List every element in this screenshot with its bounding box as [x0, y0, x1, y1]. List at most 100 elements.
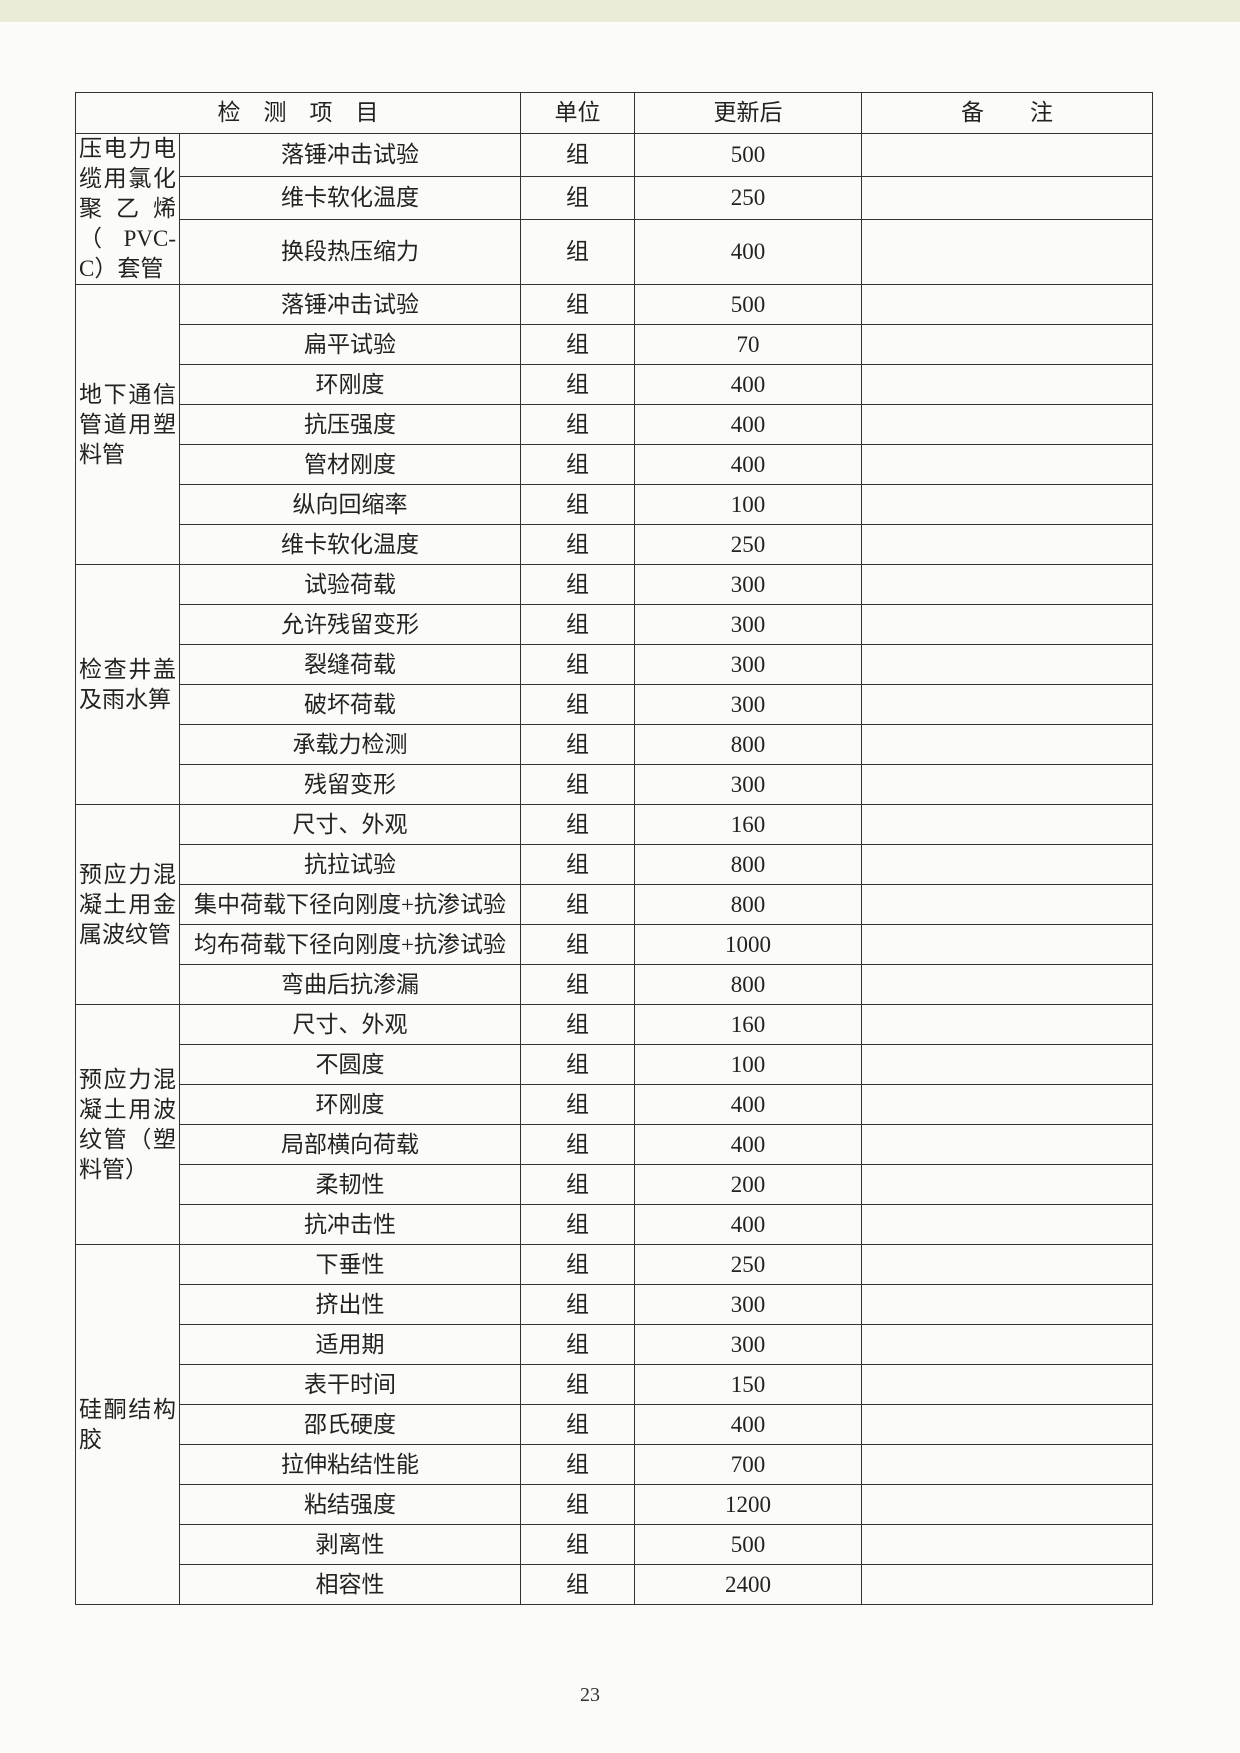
value-cell: 400 [634, 404, 862, 445]
table-row: 局部横向荷载组 400 [76, 1124, 1153, 1165]
value-cell: 400 [634, 1124, 862, 1165]
value-cell: 400 [634, 1084, 862, 1125]
value-cell: 100 [634, 1044, 862, 1085]
table-row: 剥离性组 500 [76, 1524, 1153, 1565]
remark-cell [861, 1124, 1153, 1165]
page-number: 23 [580, 1684, 600, 1706]
table-row: 压电力电缆用氯化聚乙烯（PVC-C）套管 落锤冲击试验组 500 [75, 133, 1153, 285]
unit-cell: 组 [520, 564, 635, 605]
item-cell: 残留变形 [179, 764, 521, 805]
remark-cell [861, 1564, 1153, 1605]
remark-cell [861, 1404, 1153, 1445]
value-cell: 250 [634, 524, 862, 565]
category-cell: 预应力混凝土用金属波纹管 [75, 804, 180, 1005]
table-row: 柔韧性组 200 [76, 1164, 1153, 1205]
remark-cell [861, 1044, 1153, 1085]
unit-cell: 组 [520, 1164, 635, 1205]
item-cell: 弯曲后抗渗漏 [179, 964, 521, 1005]
table-row: 环刚度组 400 [76, 364, 1153, 405]
unit-cell: 组 [520, 1524, 635, 1565]
table-row: 维卡软化温度组 250 [76, 524, 1153, 565]
unit-cell: 组 [520, 764, 635, 805]
value-cell: 70 [634, 324, 862, 365]
remark-cell [861, 1484, 1153, 1525]
table-row: 均布荷载下径向刚度+抗渗试验组 1000 [76, 924, 1153, 965]
unit-cell: 组 [520, 924, 635, 965]
item-cell: 拉伸粘结性能 [179, 1444, 521, 1485]
item-cell: 不圆度 [179, 1044, 521, 1085]
value-cell: 160 [634, 1004, 862, 1045]
unit-cell: 组 [520, 484, 635, 525]
remark-cell [861, 884, 1153, 925]
remark-cell [861, 324, 1153, 365]
table-row: 扁平试验组 70 [76, 324, 1153, 365]
remark-cell [861, 604, 1153, 645]
unit-cell: 组 [520, 1204, 635, 1245]
value-cell: 1200 [634, 1484, 862, 1525]
item-cell: 环刚度 [179, 1084, 521, 1125]
item-cell: 抗冲击性 [179, 1204, 521, 1245]
item-cell: 扁平试验 [179, 324, 521, 365]
unit-cell: 组 [520, 1324, 635, 1365]
table-row: 破坏荷载组 300 [76, 684, 1153, 725]
unit-cell: 组 [520, 884, 635, 925]
item-cell: 环刚度 [179, 364, 521, 405]
value-cell: 160 [634, 804, 862, 845]
value-cell: 800 [634, 724, 862, 765]
unit-cell: 组 [520, 218, 635, 286]
item-cell: 允许残留变形 [179, 604, 521, 645]
remark-cell [861, 1084, 1153, 1125]
unit-cell: 组 [520, 1124, 635, 1165]
value-cell: 800 [634, 964, 862, 1005]
remark-cell [861, 564, 1153, 605]
item-cell: 破坏荷载 [179, 684, 521, 725]
value-cell: 500 [634, 284, 862, 325]
item-cell: 表干时间 [179, 1364, 521, 1405]
category-cell: 硅酮结构胶 [75, 1244, 180, 1605]
table-row: 不圆度组 100 [76, 1044, 1153, 1085]
item-cell: 集中荷载下径向刚度+抗渗试验 [179, 884, 521, 925]
value-cell: 400 [634, 218, 862, 286]
table-row: 相容性组 2400 [76, 1564, 1153, 1605]
table-row: 抗冲击性组 400 [76, 1204, 1153, 1245]
remark-cell [861, 1284, 1153, 1325]
unit-cell: 组 [520, 133, 635, 177]
table-row: 环刚度组 400 [76, 1084, 1153, 1125]
category-cell: 预应力混凝土用波纹管（塑料管） [75, 1004, 180, 1245]
item-cell: 管材刚度 [179, 444, 521, 485]
value-cell: 400 [634, 364, 862, 405]
table-row: 拉伸粘结性能组 700 [76, 1444, 1153, 1485]
unit-cell: 组 [520, 724, 635, 765]
remark-cell [861, 133, 1153, 177]
header-cell: 单位 [520, 92, 635, 134]
unit-cell: 组 [520, 1084, 635, 1125]
table-row: 邵氏硬度组 400 [76, 1404, 1153, 1445]
table-row: 抗压强度组 400 [76, 404, 1153, 445]
unit-cell: 组 [520, 1484, 635, 1525]
unit-cell: 组 [520, 444, 635, 485]
value-cell: 800 [634, 884, 862, 925]
remark-cell [861, 1524, 1153, 1565]
unit-cell: 组 [520, 644, 635, 685]
value-cell: 800 [634, 844, 862, 885]
unit-cell: 组 [520, 1004, 635, 1045]
unit-cell: 组 [520, 175, 635, 220]
table-row: 裂缝荷载组 300 [76, 644, 1153, 685]
remark-cell [861, 218, 1153, 286]
value-cell: 300 [634, 764, 862, 805]
value-cell: 200 [634, 1164, 862, 1205]
header-cell: 检 测 项 目 [75, 92, 521, 134]
table-body: 压电力电缆用氯化聚乙烯（PVC-C）套管 落锤冲击试验组 500 维卡软化温度组 250… [75, 133, 1153, 1605]
unit-cell: 组 [520, 284, 635, 325]
header-row: 检 测 项 目 单位 更新后 备 注 [75, 92, 1153, 134]
remark-cell [861, 484, 1153, 525]
value-cell: 400 [634, 1204, 862, 1245]
unit-cell: 组 [520, 364, 635, 405]
table-row: 粘结强度组 1200 [76, 1484, 1153, 1525]
unit-cell: 组 [520, 1244, 635, 1285]
table-row: 承载力检测组 800 [76, 724, 1153, 765]
item-cell: 纵向回缩率 [179, 484, 521, 525]
table-row: 抗拉试验组 800 [76, 844, 1153, 885]
value-cell: 300 [634, 644, 862, 685]
remark-cell [861, 175, 1153, 220]
